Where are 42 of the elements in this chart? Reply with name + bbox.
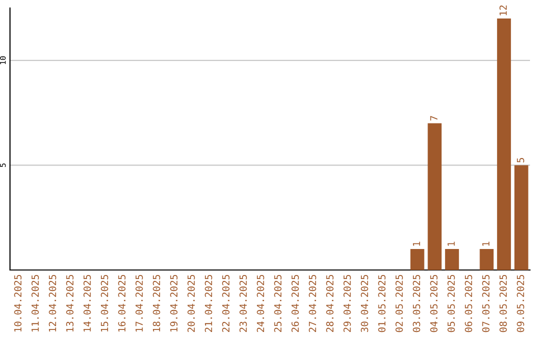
x-tick-label: 20.04.2025 — [187, 274, 195, 332]
bar — [514, 165, 528, 270]
x-tick-label: 23.04.2025 — [239, 274, 247, 332]
x-tick-label: 24.04.2025 — [256, 274, 264, 332]
x-tick-label: 01.05.2025 — [378, 274, 386, 332]
x-tick-label: 26.04.2025 — [291, 274, 299, 332]
x-tick-label: 30.04.2025 — [360, 274, 368, 332]
bar — [410, 249, 424, 270]
x-tick-label: 22.04.2025 — [222, 274, 230, 332]
x-tick-label: 12.04.2025 — [48, 274, 56, 332]
x-tick-label: 17.04.2025 — [135, 274, 143, 332]
data-label: 1 — [412, 242, 420, 246]
bar — [428, 123, 442, 270]
bar — [480, 249, 494, 270]
bar — [497, 18, 511, 270]
x-tick-label: 06.05.2025 — [464, 274, 472, 332]
x-tick-label: 05.05.2025 — [447, 274, 455, 332]
x-tick-label: 13.04.2025 — [66, 274, 74, 332]
data-label: 1 — [448, 242, 455, 246]
x-tick-label: 25.04.2025 — [274, 274, 282, 332]
x-tick-label: 14.04.2025 — [83, 274, 91, 332]
x-tick-label: 19.04.2025 — [170, 274, 178, 332]
x-tick-label: 10.04.2025 — [14, 274, 22, 332]
data-label: 12 — [499, 6, 507, 16]
x-tick-label: 07.05.2025 — [482, 274, 490, 332]
x-tick-label: 28.04.2025 — [326, 274, 334, 332]
x-tick-label: 21.04.2025 — [204, 274, 212, 332]
x-tick-label: 11.04.2025 — [31, 274, 39, 332]
x-tick-label: 29.04.2025 — [343, 274, 351, 332]
x-tick-label: 02.05.2025 — [395, 274, 403, 332]
x-tick-label: 08.05.2025 — [499, 274, 507, 332]
x-tick-label: 15.04.2025 — [100, 274, 108, 332]
bar — [445, 249, 459, 270]
x-tick-label: 27.04.2025 — [308, 274, 316, 332]
x-tick-label: 16.04.2025 — [118, 274, 126, 332]
data-label: 1 — [482, 242, 490, 246]
x-tick-label: 09.05.2025 — [516, 274, 524, 332]
x-tick-label: 18.04.2025 — [152, 274, 160, 332]
x-tick-label: 03.05.2025 — [412, 274, 420, 332]
data-label: 7 — [430, 116, 438, 121]
x-tick-label: 04.05.2025 — [430, 274, 438, 332]
data-label: 5 — [516, 158, 524, 162]
